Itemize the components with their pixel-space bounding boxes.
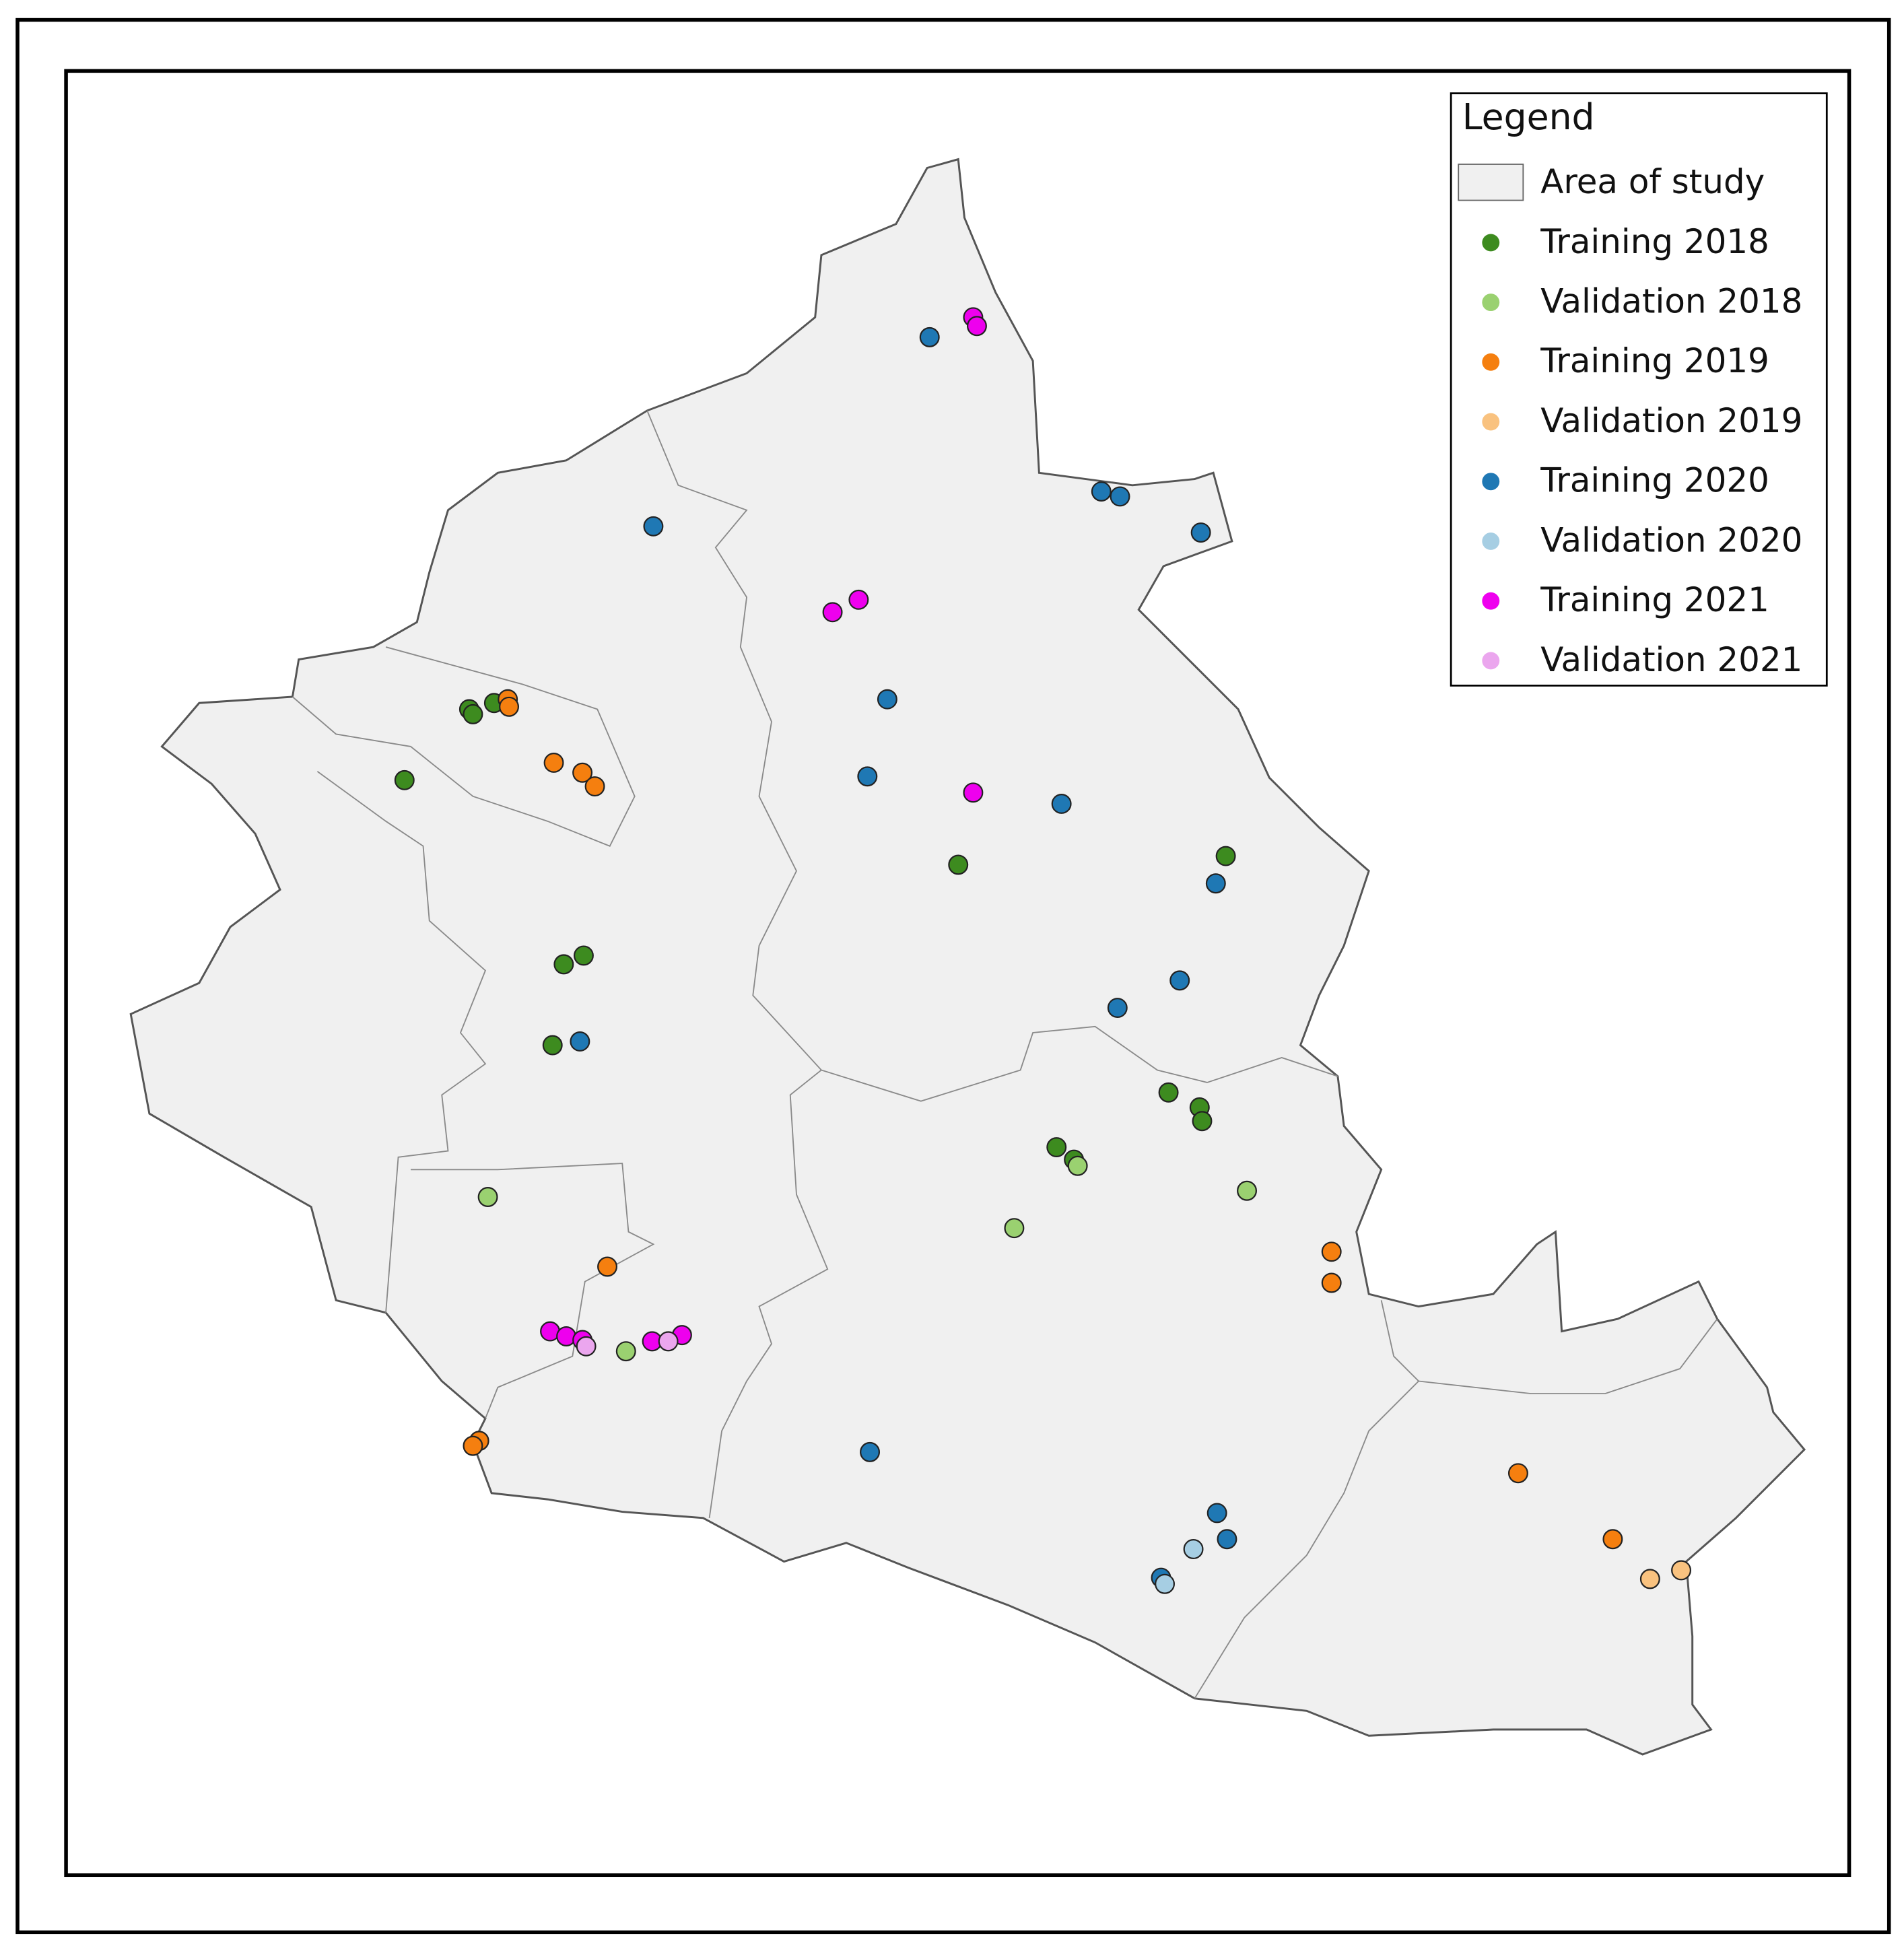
legend-label: Training 2020 [1540, 461, 1769, 500]
sample-point [1639, 1569, 1660, 1589]
sample-point [1671, 1560, 1692, 1581]
sample-point [1158, 1082, 1179, 1103]
sample-point [1321, 1241, 1342, 1262]
sample-point [542, 1035, 563, 1056]
legend-symbol [1482, 413, 1500, 431]
sample-point [966, 316, 987, 337]
sample-point [1205, 873, 1226, 894]
sample-point [499, 696, 520, 717]
legend-label: Validation 2018 [1540, 281, 1802, 320]
legend-title: Legend [1462, 96, 1595, 138]
study-area [129, 158, 1806, 1756]
sample-point [1217, 1529, 1237, 1550]
sample-point [573, 945, 594, 966]
legend-label: Validation 2021 [1540, 640, 1802, 679]
sample-point [658, 1331, 679, 1352]
sample-point [543, 752, 564, 773]
legend-label: Training 2021 [1540, 580, 1769, 619]
sample-point [1169, 970, 1190, 991]
sample-point [394, 769, 415, 790]
sample-point [1190, 522, 1211, 543]
sample-point [643, 516, 664, 537]
legend-label: Area of study [1540, 162, 1765, 201]
sample-point [1091, 481, 1112, 502]
sample-point [576, 1336, 597, 1357]
sample-point [963, 782, 984, 803]
legend-swatch [1458, 164, 1524, 201]
sample-point [919, 327, 940, 347]
sample-point [477, 1187, 498, 1207]
sample-point [1215, 846, 1236, 866]
sample-point [1507, 1463, 1528, 1484]
map-frame [64, 69, 1851, 1878]
sample-point [584, 776, 605, 797]
sample-point [857, 766, 878, 787]
legend-symbol [1482, 652, 1500, 670]
legend-symbol [1482, 533, 1500, 550]
legend-symbol [1482, 592, 1500, 610]
legend-label: Training 2019 [1540, 341, 1769, 380]
sample-point [822, 602, 843, 623]
sample-point [877, 689, 897, 710]
sample-point [597, 1256, 618, 1277]
legend-label: Training 2018 [1540, 222, 1769, 261]
sample-point [1004, 1218, 1025, 1239]
sample-point [463, 1435, 483, 1456]
sample-point [1051, 793, 1072, 814]
sample-point [1321, 1272, 1342, 1293]
outer-frame [15, 18, 1891, 1935]
sample-point [553, 954, 574, 975]
legend: Legend Area of study Training 2018 Validat… [1450, 92, 1828, 687]
legend-symbol [1482, 294, 1500, 312]
sample-point [1183, 1539, 1204, 1559]
sample-point [1046, 1137, 1067, 1158]
sample-point [948, 854, 969, 875]
legend-symbol [1482, 473, 1500, 491]
sample-point [848, 589, 869, 610]
sample-point [463, 704, 483, 724]
legend-label: Validation 2020 [1540, 520, 1802, 559]
legend-symbol [1482, 353, 1500, 371]
legend-symbol [1482, 234, 1500, 252]
sample-point [572, 762, 593, 783]
sample-point [860, 1441, 880, 1462]
sample-point [1192, 1111, 1213, 1132]
sample-point [570, 1031, 590, 1052]
sample-point [1110, 486, 1130, 507]
sample-point [1206, 1503, 1227, 1524]
sample-point [1067, 1155, 1088, 1176]
sample-point [1107, 998, 1128, 1019]
sample-points [394, 307, 1692, 1594]
sample-point [1602, 1529, 1623, 1550]
legend-label: Validation 2019 [1540, 401, 1802, 440]
sample-point [1155, 1573, 1176, 1594]
sample-point [615, 1341, 636, 1362]
internal-borders [292, 410, 1718, 1699]
sample-point [1237, 1180, 1257, 1201]
